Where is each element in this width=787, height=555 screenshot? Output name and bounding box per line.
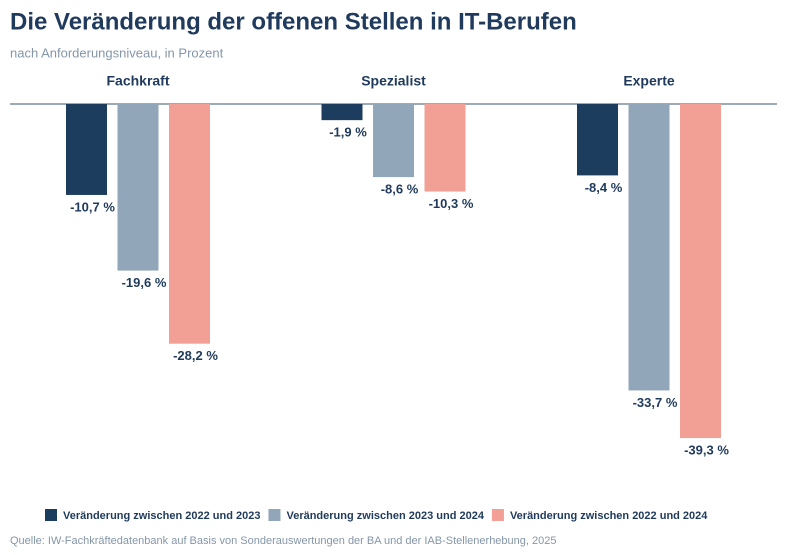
category-label: Experte [623, 73, 675, 89]
bar [66, 104, 107, 195]
value-label: -19,6 % [122, 275, 167, 290]
value-label: -39,3 % [684, 442, 729, 457]
bar [424, 104, 466, 192]
value-label: -33,7 % [633, 395, 678, 410]
bar [373, 104, 414, 178]
legend-swatch [45, 509, 57, 521]
value-label: -8,4 % [585, 180, 623, 195]
bar [321, 104, 363, 121]
source-note: Quelle: IW-Fachkräftedatenbank auf Basis… [10, 535, 556, 547]
chart-title: Die Veränderung der offenen Stellen in I… [10, 8, 577, 35]
value-label: -10,3 % [429, 196, 474, 211]
bar [169, 104, 210, 344]
value-label: -28,2 % [173, 348, 218, 363]
legend-label: Veränderung zwischen 2022 und 2024 [510, 510, 708, 522]
category-label: Fachkraft [106, 73, 169, 89]
bar [680, 104, 721, 439]
value-label: -8,6 % [381, 182, 419, 197]
legend-swatch [491, 509, 504, 521]
legend-swatch [268, 509, 281, 521]
legend-label: Veränderung zwischen 2022 und 2023 [63, 510, 260, 522]
bar [117, 104, 159, 271]
value-label: -1,9 % [329, 125, 367, 140]
bar [628, 104, 670, 391]
chart-subtitle: nach Anforderungsniveau, in Prozent [10, 45, 224, 60]
legend-label: Veränderung zwischen 2023 und 2024 [286, 510, 484, 522]
bar [577, 104, 618, 176]
value-label: -10,7 % [70, 199, 115, 214]
category-label: Spezialist [361, 73, 426, 89]
